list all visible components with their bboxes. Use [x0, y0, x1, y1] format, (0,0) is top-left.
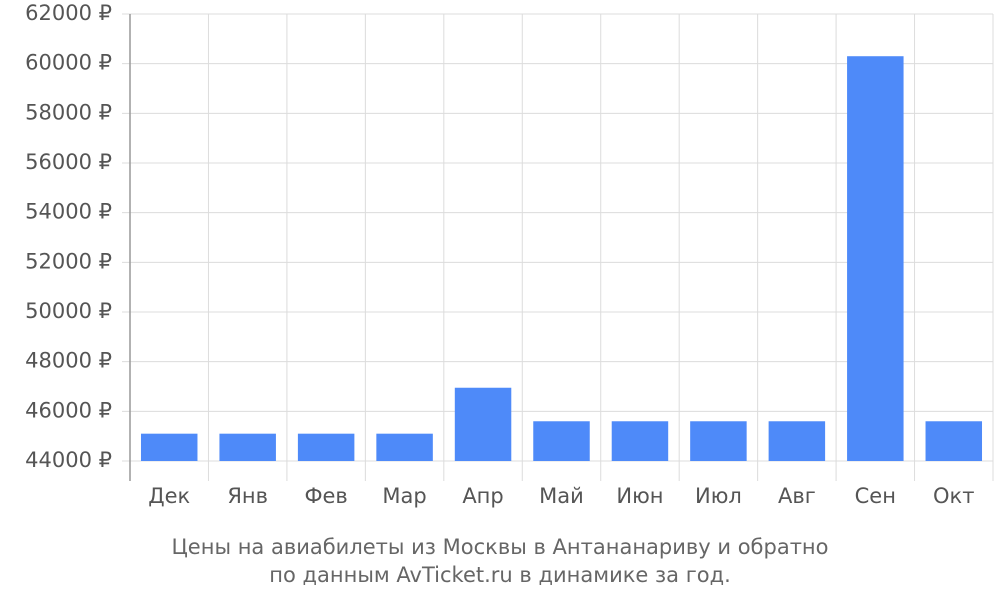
y-tick-label: 44000 ₽ — [25, 448, 112, 472]
y-tick-label: 62000 ₽ — [25, 1, 112, 25]
x-tick-label: Апр — [462, 484, 503, 508]
bar — [768, 421, 826, 461]
chart-title: по данным AvTicket.ru в динамике за год. — [269, 563, 731, 587]
y-tick-label: 52000 ₽ — [25, 249, 112, 273]
y-tick-label: 54000 ₽ — [25, 200, 112, 224]
x-tick-label: Июн — [616, 484, 663, 508]
bar — [454, 387, 512, 461]
x-tick-label: Окт — [933, 484, 974, 508]
y-tick-label: 56000 ₽ — [25, 150, 112, 174]
y-tick-label: 50000 ₽ — [25, 299, 112, 323]
x-tick-label: Фев — [304, 484, 347, 508]
x-tick-label: Сен — [855, 484, 896, 508]
bar — [925, 421, 983, 461]
bar — [297, 433, 355, 461]
x-tick-label: Май — [539, 484, 584, 508]
bar — [219, 433, 276, 461]
x-tick-label: Июл — [695, 484, 742, 508]
bar — [847, 56, 904, 461]
bar — [611, 421, 669, 461]
x-tick-label: Авг — [778, 484, 816, 508]
y-tick-label: 48000 ₽ — [25, 349, 112, 373]
y-tick-label: 58000 ₽ — [25, 100, 112, 124]
y-tick-label: 60000 ₽ — [25, 51, 112, 75]
bar — [376, 433, 433, 461]
bar — [690, 421, 747, 461]
x-tick-label: Мар — [382, 484, 426, 508]
x-tick-label: Дек — [148, 484, 190, 508]
y-tick-label: 46000 ₽ — [25, 398, 112, 422]
chart-title: Цены на авиабилеты из Москвы в Антананар… — [171, 535, 828, 559]
bar — [533, 421, 590, 461]
bar — [140, 433, 198, 461]
x-tick-label: Янв — [227, 484, 268, 508]
